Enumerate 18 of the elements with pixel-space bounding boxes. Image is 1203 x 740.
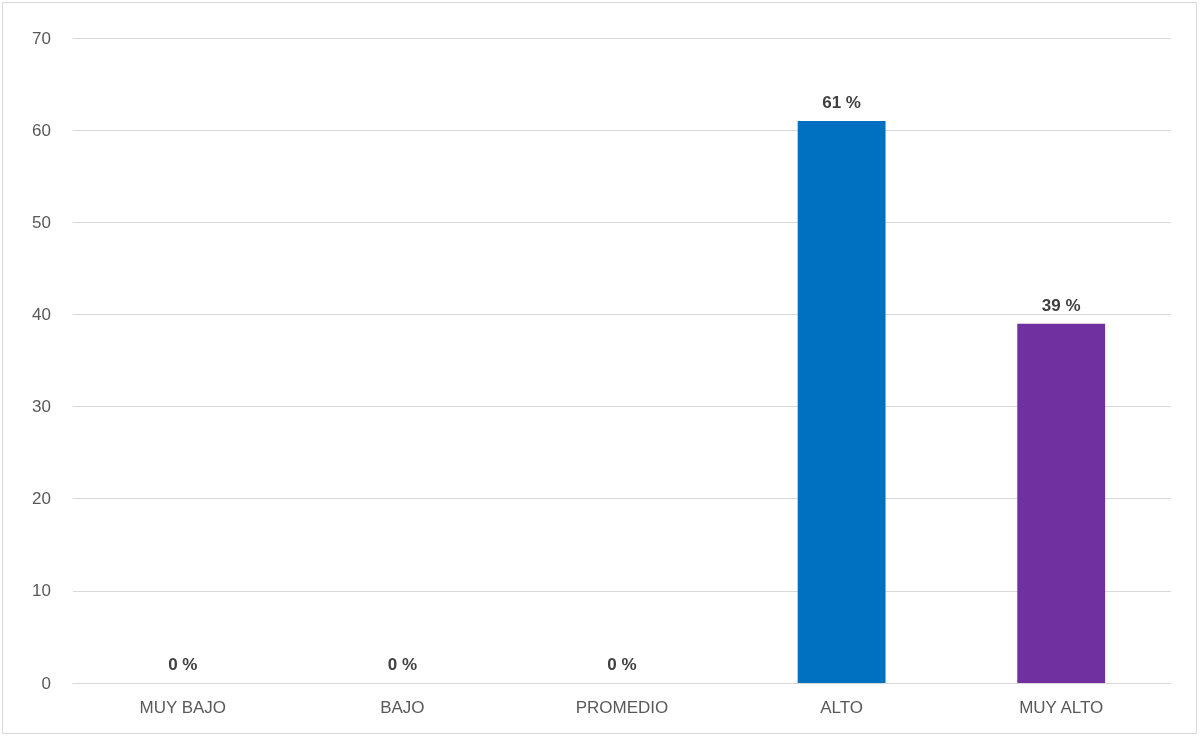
y-tick-label: 60 (32, 120, 51, 140)
data-label: 0 % (168, 655, 198, 674)
y-tick-label: 20 (32, 489, 51, 509)
x-tick-label: MUY BAJO (139, 698, 227, 717)
y-tick-label: 30 (32, 397, 51, 417)
y-tick-label: 50 (32, 212, 51, 232)
y-tick-label: 40 (32, 304, 51, 324)
data-label: 39 % (1041, 295, 1081, 315)
data-label: 0 % (387, 655, 418, 674)
data-label: 61 % (822, 92, 861, 112)
y-tick-label: 0 (41, 673, 51, 693)
x-tick-label: ALTO (820, 698, 864, 717)
x-tick-label: BAJO (380, 698, 425, 717)
data-label: 0 % (607, 655, 637, 674)
x-tick-label: PROMEDIO (575, 698, 669, 717)
y-tick-label: 70 (32, 28, 51, 48)
y-tick-label: 10 (32, 581, 51, 601)
x-tick-label: MUY ALTO (1019, 698, 1104, 717)
